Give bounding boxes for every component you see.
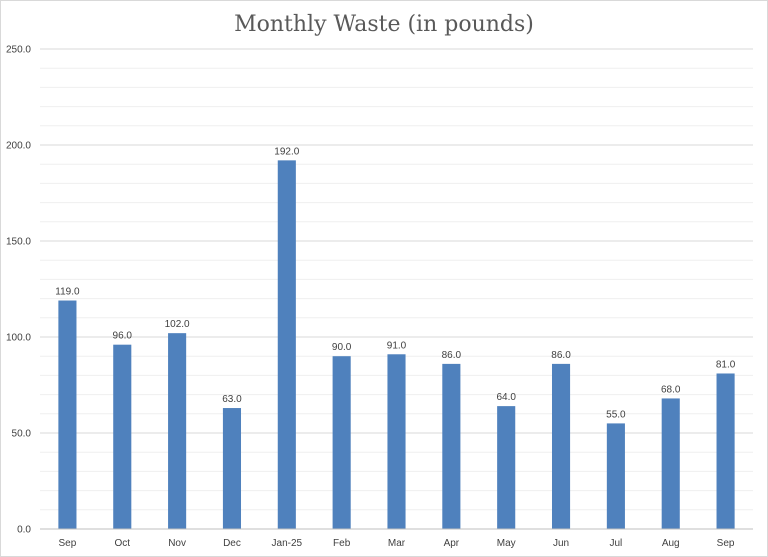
- x-tick-label: Mar: [388, 538, 406, 549]
- bar: [58, 300, 77, 529]
- bar: [113, 344, 132, 529]
- y-tick-label: 200.0: [6, 141, 31, 152]
- x-tick-label: Apr: [444, 538, 460, 549]
- data-labels: 119.0 96.0 102.0 63.0 192.0 90.0 91.0 86.0 64.0 8…: [55, 146, 735, 420]
- x-tick-label: Nov: [168, 538, 186, 549]
- bar: [497, 406, 516, 529]
- y-tick-label: 50.0: [12, 429, 32, 440]
- x-tick-label: Jul: [609, 538, 622, 549]
- bar-data-label: 102.0: [165, 319, 190, 330]
- x-tick-label: Dec: [223, 538, 241, 549]
- y-axis-tick-labels: 0.0 50.0 100.0 150.0 200.0 250.0: [6, 45, 31, 536]
- bar-data-label: 96.0: [113, 331, 133, 342]
- x-axis-tick-labels: Sep Oct Nov Dec Jan-25 Feb Mar Apr May Jun Jul Aug S…: [59, 538, 735, 549]
- bar-data-label: 63.0: [222, 394, 242, 405]
- bar-data-label: 64.0: [496, 392, 516, 403]
- bar: [606, 423, 625, 529]
- bar: [442, 363, 461, 529]
- bar-data-label: 55.0: [606, 409, 626, 420]
- y-tick-label: 250.0: [6, 45, 31, 56]
- bar-data-label: 81.0: [716, 359, 736, 370]
- y-tick-label: 150.0: [6, 237, 31, 248]
- x-tick-label: Sep: [717, 538, 735, 549]
- bar-data-label: 86.0: [442, 350, 462, 361]
- x-tick-label: Jan-25: [272, 538, 303, 549]
- bar-data-label: 119.0: [55, 287, 80, 298]
- bar: [332, 356, 351, 529]
- bar: [551, 363, 571, 529]
- bar: [716, 373, 735, 529]
- x-tick-label: Sep: [59, 538, 77, 549]
- x-tick-label: Feb: [333, 538, 351, 549]
- bar: [277, 160, 296, 530]
- x-tick-label: Jun: [553, 538, 569, 549]
- bar-data-label: 86.0: [551, 350, 571, 361]
- bars: [58, 160, 735, 530]
- y-tick-label: 0.0: [17, 525, 31, 536]
- bar-data-label: 192.0: [274, 146, 299, 157]
- bar: [222, 408, 242, 529]
- bar-data-label: 91.0: [387, 340, 407, 351]
- chart-title: Monthly Waste (in pounds): [234, 12, 534, 37]
- y-tick-label: 100.0: [6, 333, 31, 344]
- bar: [168, 333, 187, 529]
- x-tick-label: Aug: [662, 538, 680, 549]
- bar: [661, 398, 680, 529]
- bar-data-label: 90.0: [332, 342, 352, 353]
- x-tick-label: May: [497, 538, 516, 549]
- bar-data-label: 68.0: [661, 384, 681, 395]
- bar: [387, 354, 406, 529]
- x-tick-label: Oct: [114, 538, 130, 549]
- minor-gridlines: [40, 67, 753, 511]
